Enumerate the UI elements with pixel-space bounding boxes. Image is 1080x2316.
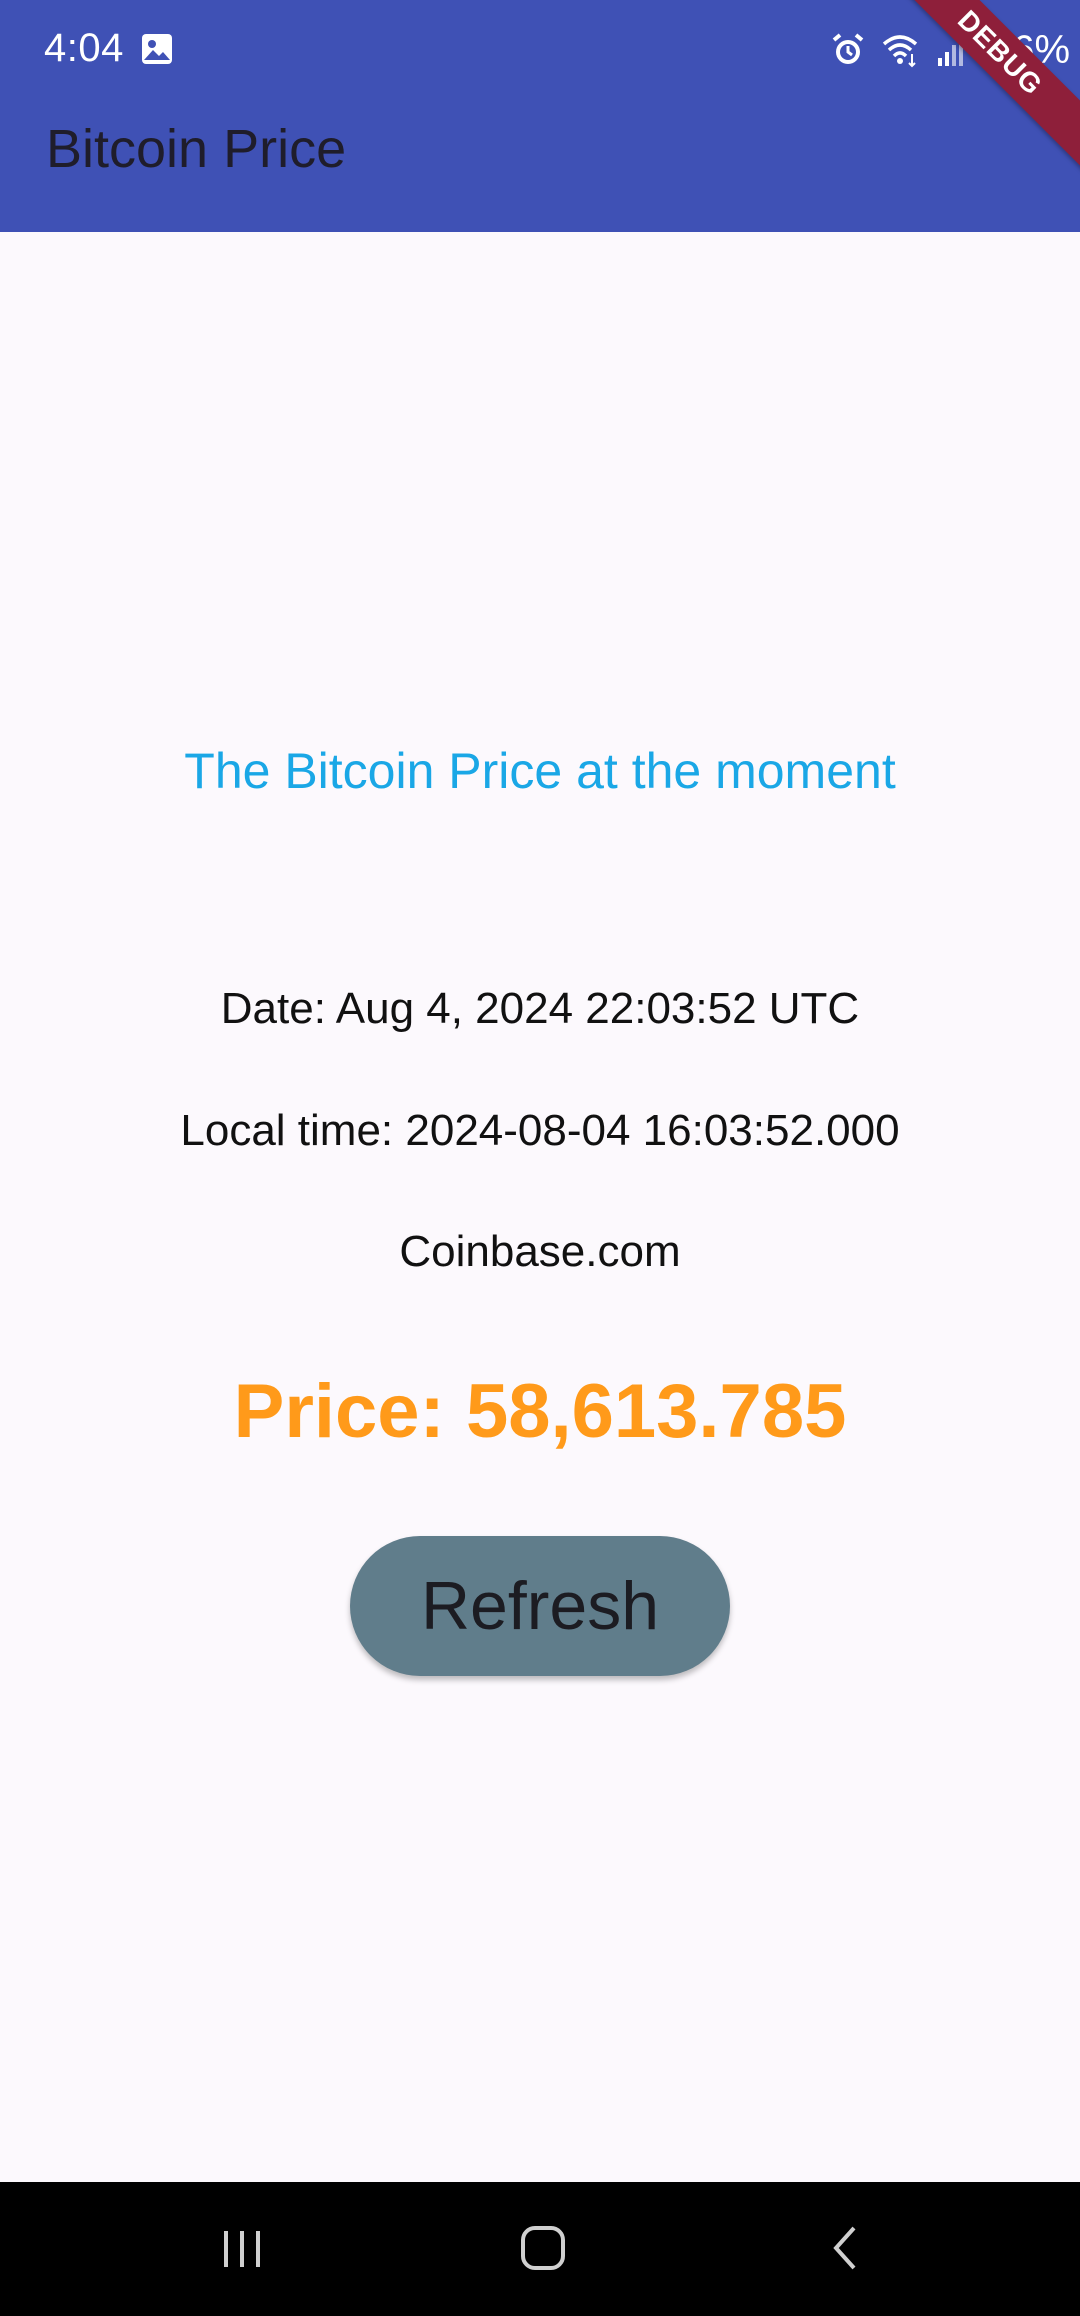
app-bar: 4:04: [0, 0, 1080, 232]
wifi-icon: [880, 30, 920, 70]
back-icon[interactable]: [806, 2212, 886, 2284]
price-text: Price: 58,613.785: [233, 1369, 847, 1454]
refresh-button[interactable]: Refresh: [350, 1536, 730, 1676]
local-time-text: Local time: 2024-08-04 16:03:52.000: [180, 1106, 900, 1155]
source-text: Coinbase.com: [399, 1227, 681, 1276]
alarm-icon: [828, 30, 868, 70]
navigation-bar: [0, 2182, 1080, 2316]
date-text: Date: Aug 4, 2024 22:03:52 UTC: [220, 984, 860, 1033]
image-icon: [140, 32, 174, 66]
recents-icon[interactable]: [202, 2212, 282, 2284]
status-time: 4:04: [44, 26, 124, 70]
status-bar: 4:04: [0, 0, 1080, 100]
page-title: Bitcoin Price: [46, 119, 347, 179]
signal-icon: [932, 30, 972, 70]
headline: The Bitcoin Price at the moment: [184, 743, 896, 799]
home-icon[interactable]: [503, 2212, 583, 2284]
